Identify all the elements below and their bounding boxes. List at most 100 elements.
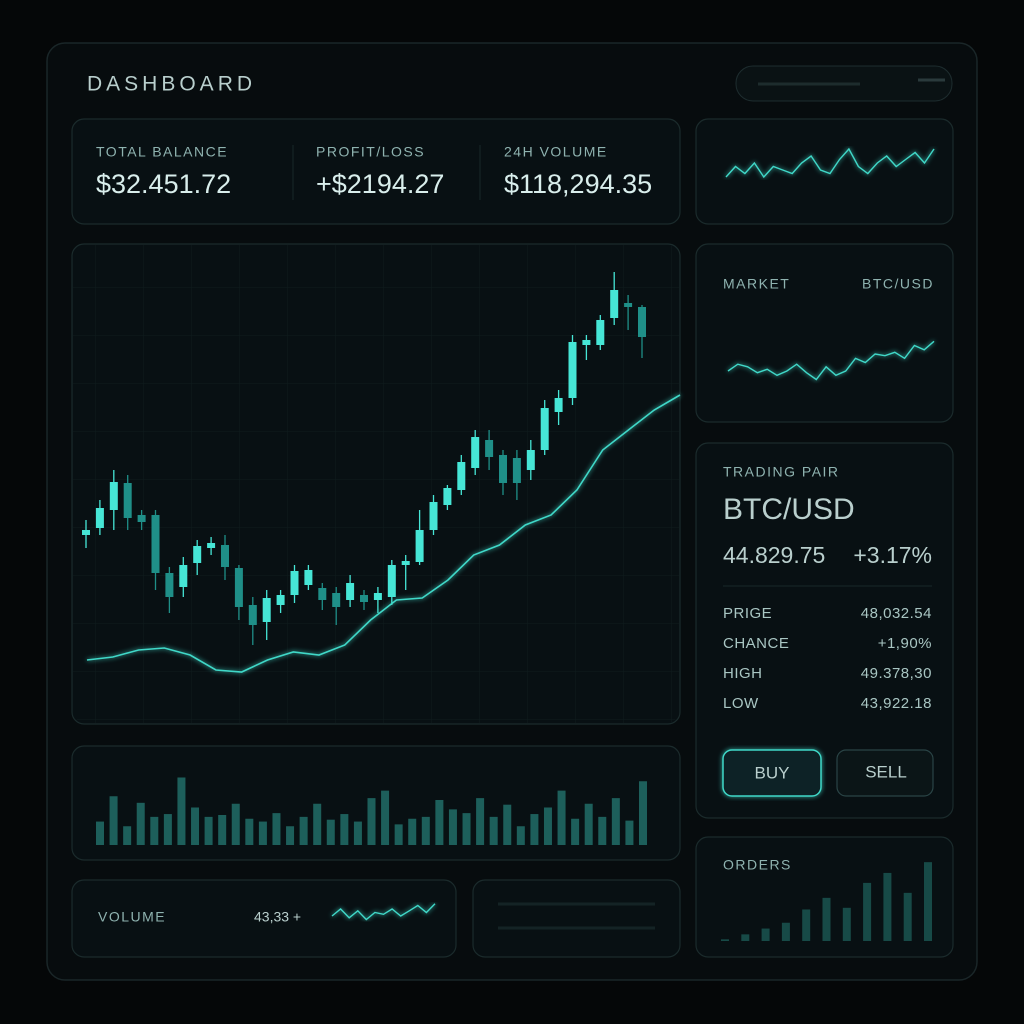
- bar: [802, 909, 811, 941]
- candle-body: [95, 508, 104, 528]
- candle-body: [360, 595, 368, 602]
- volume-label: VOLUME: [98, 909, 166, 925]
- bar: [489, 816, 498, 845]
- candle-body: [304, 570, 313, 585]
- bar: [503, 804, 512, 845]
- candle-body: [193, 546, 202, 563]
- bar: [625, 820, 634, 845]
- bar: [598, 816, 607, 845]
- trading-price: 44.829.75: [723, 542, 825, 568]
- row-value: +1,90%: [878, 635, 932, 652]
- candle-body: [290, 571, 299, 595]
- bar: [218, 815, 227, 845]
- candle-body: [82, 530, 90, 535]
- candle-body: [179, 565, 188, 587]
- stat-label: 24H VOLUME: [504, 144, 608, 160]
- bar: [150, 816, 159, 845]
- trading-label: TRADING PAIR: [723, 464, 840, 480]
- candle-body: [638, 307, 646, 337]
- bar: [842, 907, 851, 941]
- trading-change: +3.17%: [853, 542, 932, 568]
- bar: [353, 821, 362, 845]
- trading-card: [695, 442, 954, 819]
- bar: [761, 928, 770, 941]
- candle-body: [109, 482, 118, 510]
- bar: [191, 807, 200, 845]
- row-label: PRIGE: [723, 605, 772, 622]
- bar: [435, 800, 444, 845]
- bar: [408, 818, 417, 845]
- candle-body: [443, 488, 452, 505]
- bar: [394, 824, 403, 845]
- stat-value: $118,294.35: [504, 169, 652, 199]
- candle-body: [526, 450, 535, 470]
- candle-body: [137, 515, 146, 522]
- stat-value: +$2194.27: [316, 169, 444, 199]
- candle-body: [151, 515, 160, 573]
- bar: [381, 790, 390, 845]
- row-value: 43,922.18: [861, 695, 932, 712]
- candle-body: [234, 568, 243, 607]
- sparkline: [725, 147, 935, 179]
- bar: [109, 796, 118, 845]
- candle-body: [165, 573, 174, 597]
- candle-body: [248, 605, 257, 625]
- candle-body: [415, 530, 424, 562]
- row-label: HIGH: [723, 665, 763, 682]
- candle-body: [624, 303, 633, 307]
- row-label: LOW: [723, 695, 759, 712]
- title: DASHBOARD: [87, 73, 256, 96]
- bar: [639, 781, 647, 845]
- candle-body: [512, 458, 521, 483]
- bar: [781, 922, 790, 941]
- bar: [313, 803, 322, 845]
- bar: [231, 803, 240, 845]
- bar: [163, 814, 172, 845]
- candle-body: [429, 502, 438, 530]
- trading-pair: BTC/USD: [723, 493, 855, 526]
- bar: [741, 934, 750, 941]
- bar: [571, 818, 580, 845]
- bar: [903, 892, 912, 941]
- candle-body: [596, 320, 605, 345]
- candle-body: [554, 398, 563, 412]
- bar: [286, 826, 295, 845]
- bar: [530, 814, 539, 845]
- bar: [96, 821, 104, 845]
- volume-value: 43,33 +: [254, 909, 301, 925]
- bar: [177, 777, 186, 845]
- orders-label: ORDERS: [723, 857, 792, 873]
- bar: [340, 814, 349, 845]
- candle-body: [568, 342, 577, 398]
- row-value: 48,032.54: [861, 605, 932, 622]
- buy-label: BUY: [755, 763, 790, 782]
- sparkline: [727, 340, 935, 381]
- sell-button[interactable]: [836, 749, 934, 797]
- bar: [299, 816, 308, 845]
- buy-button[interactable]: [722, 749, 822, 797]
- candle-body: [221, 545, 229, 567]
- candle-body: [457, 462, 466, 490]
- candle-body: [207, 543, 216, 548]
- sparkline: [331, 903, 436, 921]
- bar: [924, 862, 932, 941]
- bar: [462, 813, 471, 845]
- bar: [611, 798, 620, 845]
- candle-body: [582, 340, 591, 345]
- market-card: [695, 243, 954, 423]
- placeholder-card: [472, 879, 681, 958]
- bar: [204, 816, 213, 845]
- candle-body: [401, 561, 410, 565]
- candle-body: [540, 408, 549, 450]
- candle-body: [471, 437, 480, 468]
- bar: [822, 897, 831, 941]
- candle-body: [387, 565, 396, 597]
- chart-grid: [73, 245, 679, 723]
- bar: [448, 809, 457, 845]
- bar: [557, 790, 566, 845]
- bar: [123, 826, 132, 845]
- stat-label: PROFIT/LOSS: [316, 144, 425, 160]
- bar: [863, 882, 872, 941]
- candle-body: [499, 455, 507, 483]
